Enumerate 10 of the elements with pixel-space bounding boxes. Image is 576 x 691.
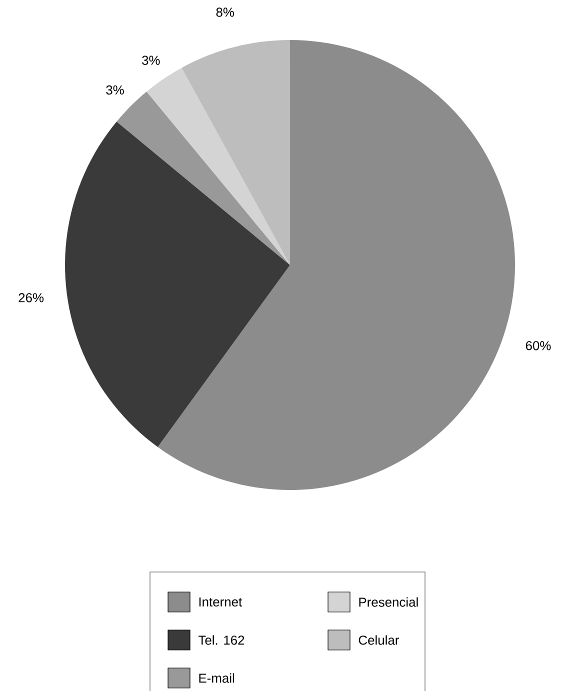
data-label: 26% (18, 293, 44, 302)
data-label: 60% (526, 341, 551, 350)
legend-label: Tel. 162 (198, 635, 244, 645)
data-label: 3% (142, 56, 160, 65)
legend-label: E-mail (199, 673, 234, 683)
data-label: 8% (216, 8, 234, 17)
legend-label: Celular (358, 635, 399, 645)
legend-label: Presencial (359, 597, 418, 607)
legend-label: Internet (199, 597, 242, 607)
data-label: 3% (106, 85, 124, 95)
